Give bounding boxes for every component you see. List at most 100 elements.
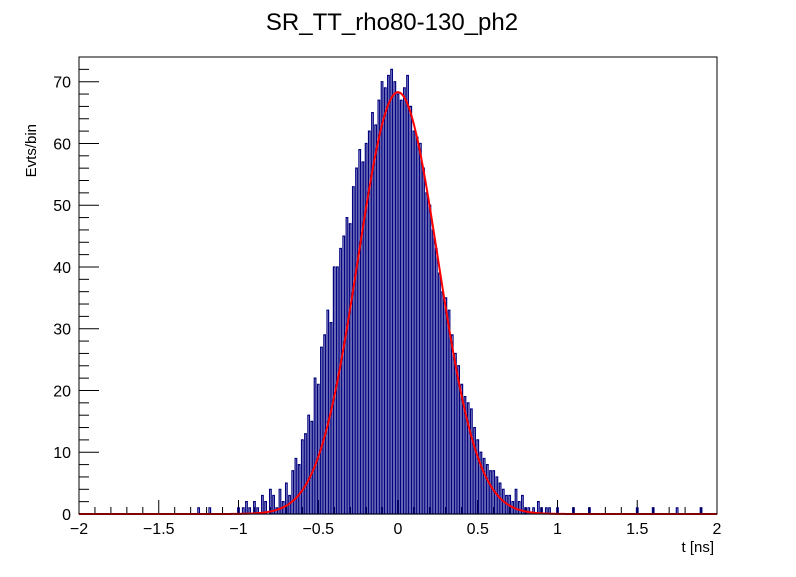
- histogram-bin: [517, 501, 521, 514]
- histogram-bin: [256, 507, 260, 514]
- histogram-bin: [264, 501, 268, 514]
- histogram-bin: [348, 223, 352, 514]
- histogram-bin: [450, 334, 454, 514]
- y-tick-label: 40: [53, 260, 71, 277]
- histogram-bin: [556, 507, 559, 514]
- histogram-bin: [514, 488, 518, 514]
- histogram-bin: [675, 507, 679, 514]
- plot-frame: [78, 56, 718, 515]
- histogram-bin: [383, 87, 387, 514]
- histogram-bin: [377, 99, 381, 514]
- histogram-bin: [339, 247, 342, 514]
- histogram-bin: [444, 297, 448, 514]
- y-tick-label: 70: [53, 75, 71, 92]
- histogram-bin: [489, 470, 492, 514]
- histogram-bin: [469, 408, 473, 514]
- histogram-bin: [326, 309, 330, 514]
- histogram-bin: [479, 451, 483, 514]
- histogram-bin: [323, 334, 327, 514]
- chart-title: SR_TT_rho80-130_ph2: [266, 9, 518, 36]
- histogram-bin: [460, 383, 464, 514]
- histogram-bin: [457, 365, 461, 514]
- x-tick-label: 1: [553, 521, 562, 538]
- histogram-bin: [387, 74, 390, 514]
- histogram-bin: [300, 439, 304, 514]
- histogram-bin: [466, 402, 470, 514]
- histogram-bin: [237, 507, 240, 514]
- histogram-bin: [548, 507, 551, 514]
- histogram-bin: [409, 105, 413, 514]
- x-tick-label: 1.5: [626, 521, 648, 538]
- histogram-bin: [367, 130, 371, 514]
- histogram-bin: [399, 99, 403, 514]
- histogram-bin: [272, 494, 275, 514]
- histogram-bin: [396, 93, 400, 514]
- histogram-bin: [485, 463, 489, 514]
- histogram-bin: [447, 309, 451, 514]
- histogram-bin: [406, 74, 409, 514]
- histogram-bin: [402, 87, 406, 514]
- histogram-bin: [245, 501, 248, 514]
- histogram-bin: [532, 507, 535, 514]
- y-tick-label: 0: [62, 507, 71, 524]
- histogram-bin: [304, 433, 307, 514]
- histogram-bin: [361, 161, 365, 514]
- x-axis: −2 −1.5 −1 −0.5 0 0.5 1 1.5 2: [70, 500, 722, 538]
- y-axis: 0 10 20 30 40 50 60 70: [53, 68, 99, 524]
- histogram-bin: [320, 346, 323, 514]
- histogram-bin: [418, 142, 422, 514]
- histogram-bin: [476, 439, 480, 514]
- histogram-bin: [310, 420, 314, 514]
- histogram-bin: [197, 507, 201, 514]
- histogram-bin: [393, 81, 397, 514]
- histogram-bin: [482, 457, 486, 514]
- histogram-bin: [390, 68, 394, 514]
- histogram-bin: [588, 507, 591, 514]
- x-tick-label: −0.5: [302, 521, 334, 538]
- y-tick-label: 30: [53, 322, 71, 339]
- histogram-bin: [540, 507, 543, 514]
- histogram-bin: [699, 507, 703, 514]
- x-tick-label: 0: [394, 521, 403, 538]
- histogram-bin: [294, 457, 298, 514]
- histogram-bin: [412, 130, 416, 514]
- histogram-bin: [316, 383, 320, 514]
- histogram-bin: [364, 142, 368, 514]
- histogram-bin: [521, 494, 524, 514]
- histogram-bin: [269, 488, 272, 514]
- x-tick-label: −1: [229, 521, 247, 538]
- y-axis-label: Evts/bin: [23, 124, 40, 177]
- histogram-bin: [355, 167, 358, 514]
- y-tick-label: 60: [53, 136, 71, 153]
- histogram-bin: [371, 111, 374, 514]
- y-tick-label: 50: [53, 198, 71, 215]
- histogram-bin: [208, 507, 212, 514]
- histogram-bin: [307, 414, 311, 514]
- histogram-bin: [358, 149, 362, 514]
- histogram-bin: [572, 507, 575, 514]
- histogram-series: [79, 68, 717, 515]
- x-tick-label: −1.5: [143, 521, 175, 538]
- histogram-bin: [635, 507, 639, 514]
- y-tick-label: 20: [53, 383, 71, 400]
- histogram-bin: [345, 216, 349, 514]
- histogram-bin: [380, 81, 384, 514]
- histogram-bin: [651, 507, 655, 514]
- histogram-bin: [473, 426, 476, 514]
- histogram-bin: [454, 352, 457, 514]
- y-tick-label: 10: [53, 445, 71, 462]
- x-tick-label: −2: [70, 521, 88, 538]
- x-tick-label: 2: [713, 521, 722, 538]
- histogram-bin: [544, 507, 548, 514]
- histogram-bin: [297, 463, 301, 514]
- x-tick-label: 0.5: [467, 521, 489, 538]
- histogram-bin: [313, 377, 317, 514]
- histogram-bin: [248, 507, 252, 514]
- histogram-bin: [261, 494, 264, 514]
- histogram-bin: [253, 501, 256, 514]
- histogram-bin: [463, 396, 467, 514]
- histogram-bin: [278, 488, 282, 514]
